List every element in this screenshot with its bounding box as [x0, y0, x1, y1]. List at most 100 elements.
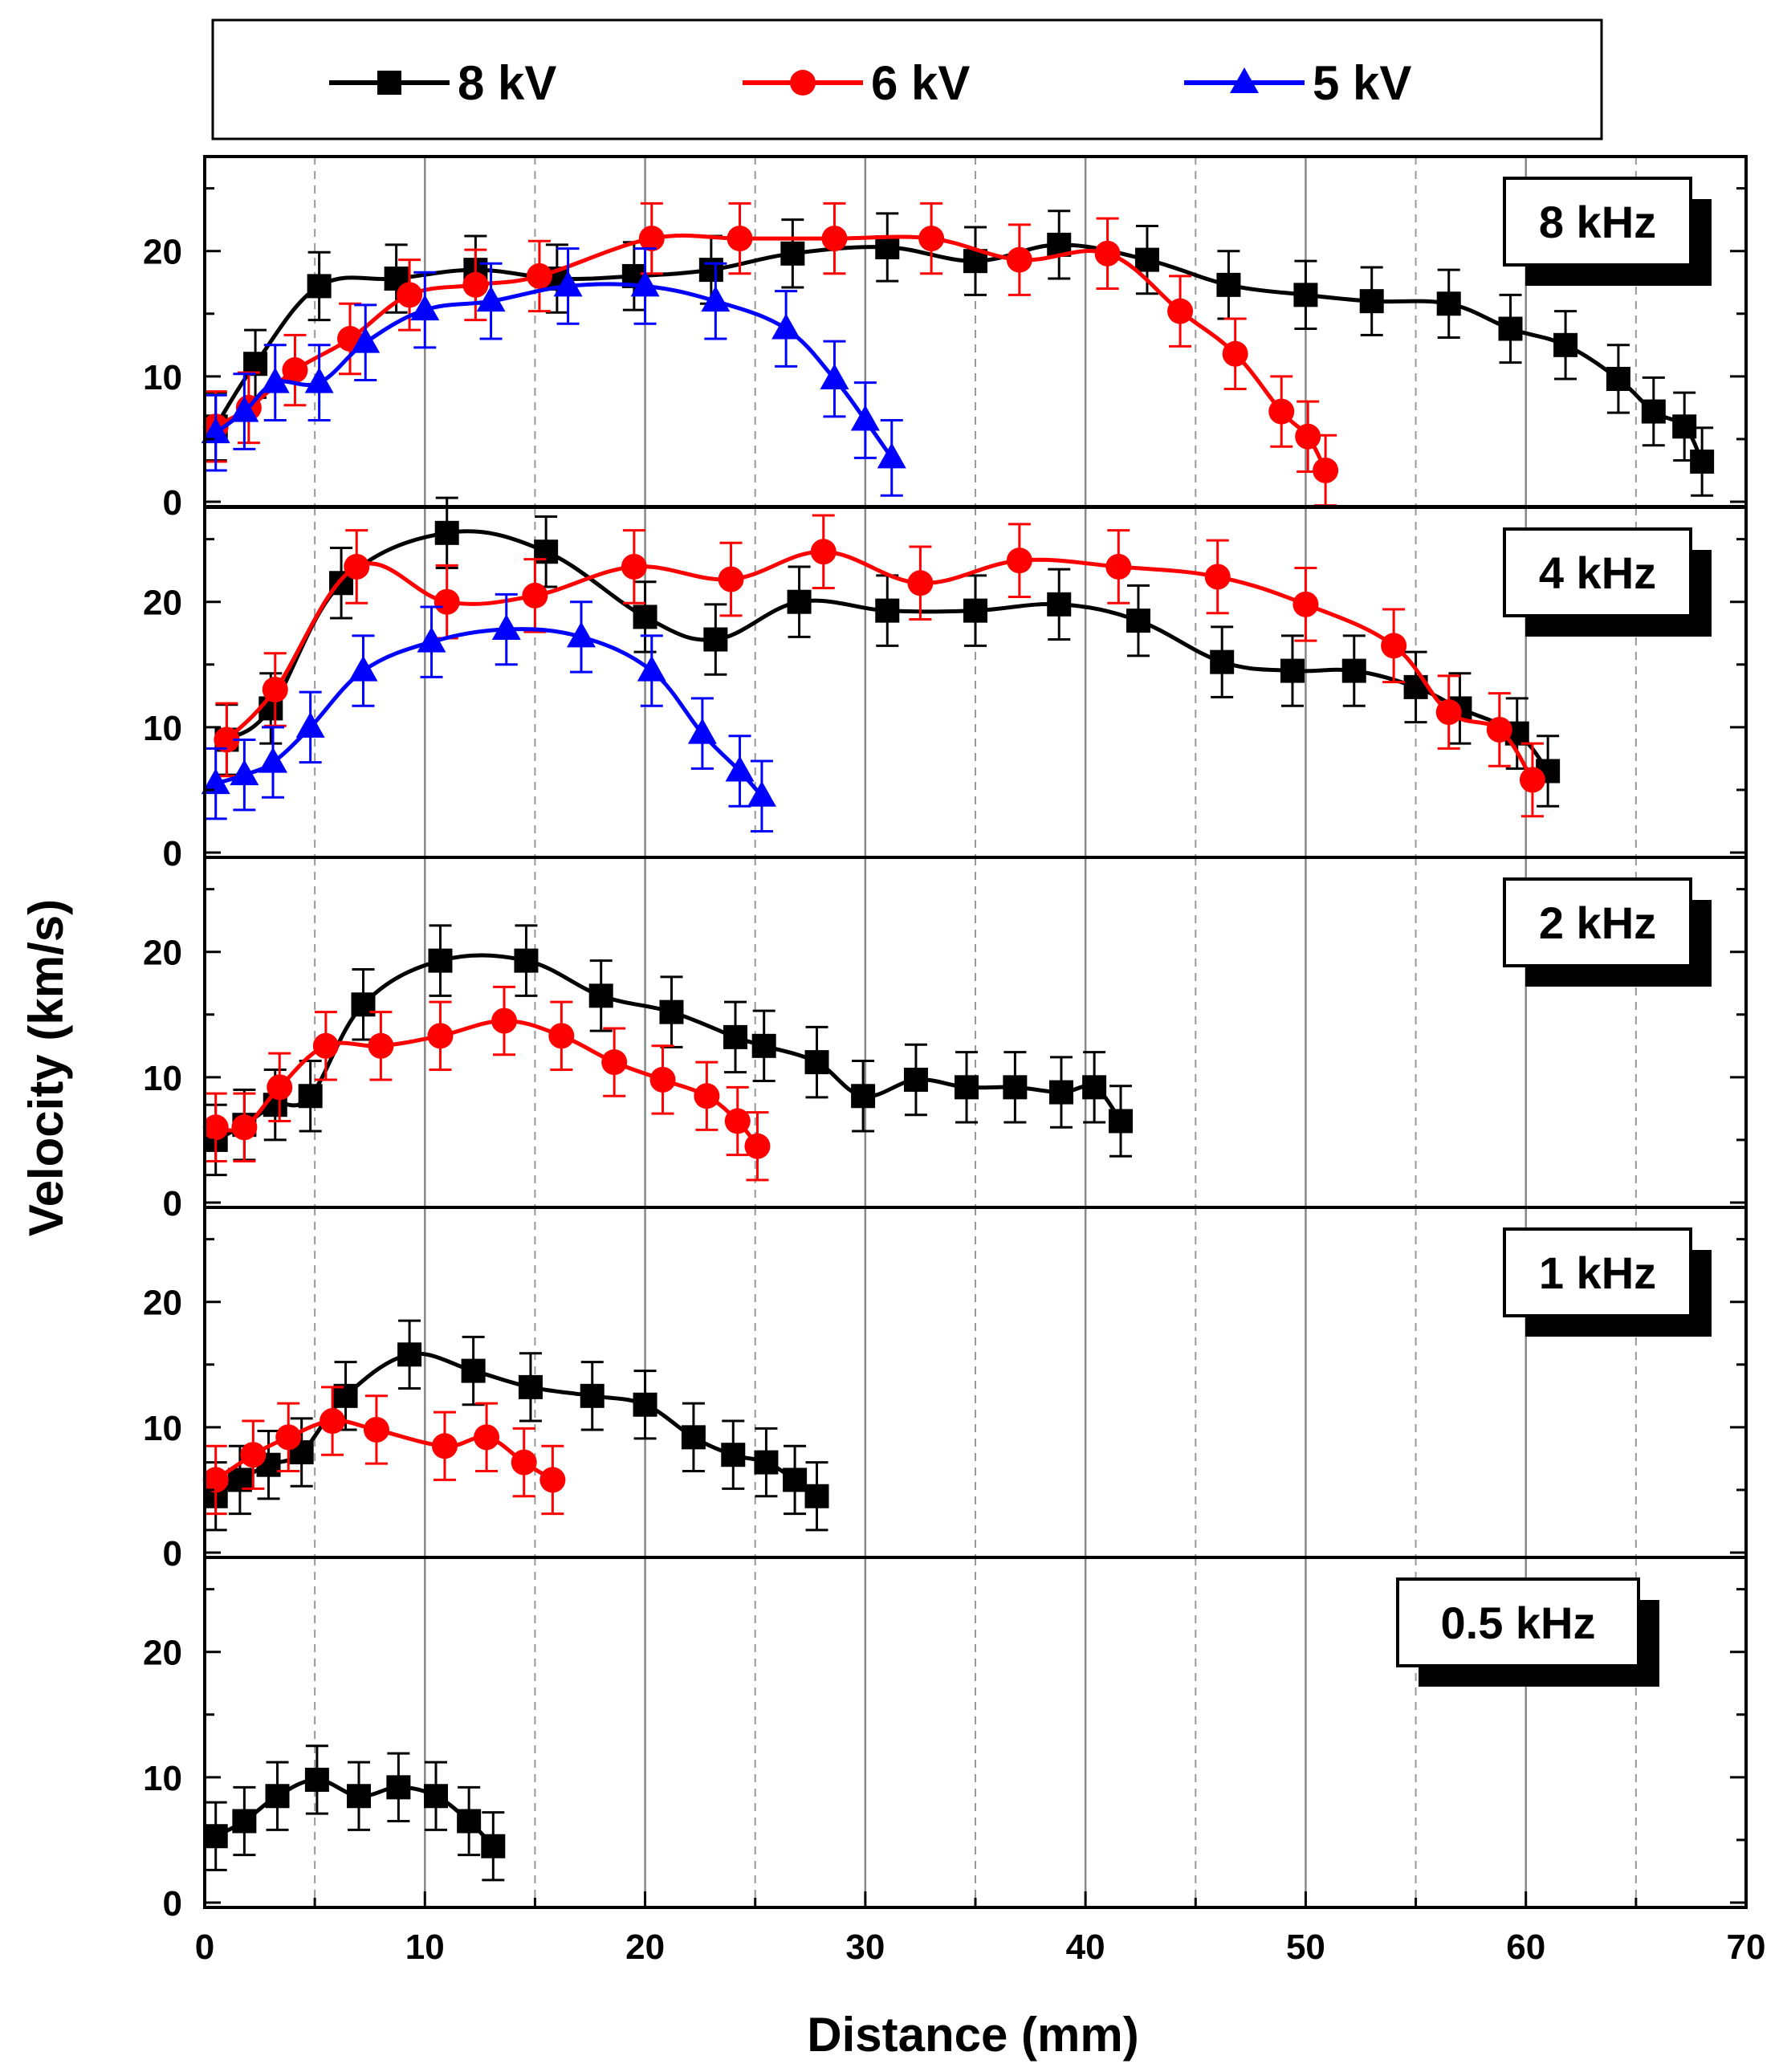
data-point [1341, 658, 1366, 683]
data-point [744, 1133, 771, 1159]
series-8kv [203, 210, 1715, 497]
series-8kv [203, 1744, 506, 1882]
frequency-label: 2 kHz [1539, 898, 1656, 948]
data-point [397, 282, 423, 308]
data-point [351, 327, 381, 353]
data-point [638, 226, 665, 252]
y-axis-label: Velocity (km/s) [19, 899, 73, 1236]
data-point [681, 1425, 706, 1450]
data-point [1381, 633, 1407, 659]
frequency-label-bg [1503, 877, 1692, 967]
data-point [780, 241, 805, 266]
data-point [633, 1392, 657, 1417]
data-point [295, 711, 325, 738]
data-point [703, 627, 728, 652]
data-point [1280, 658, 1305, 683]
y-tick-label: 0 [163, 1884, 182, 1923]
legend-label: 5 kV [1313, 56, 1411, 110]
text-layer: 8 kV 6 kV 5 kV 0 10 20 8 kHz 0 10 20 4 kHz 0 10 20 2 k… [143, 18, 1765, 1967]
data-point [397, 1342, 422, 1367]
data-point [877, 442, 906, 469]
data-point [588, 983, 613, 1008]
series-5kv [201, 592, 776, 832]
data-point [347, 1784, 371, 1809]
data-point [344, 553, 370, 580]
panel-labels-4: 0 10 20 1 kHz [143, 1227, 1712, 1573]
data-point [1292, 591, 1319, 617]
data-point [307, 274, 332, 299]
data-point [1436, 291, 1461, 316]
data-point [312, 1032, 339, 1059]
series-6kv [202, 1386, 566, 1516]
data-point [567, 621, 596, 648]
data-point [320, 1408, 346, 1435]
data-point [955, 1075, 979, 1100]
data-point [875, 235, 900, 260]
data-point [522, 582, 548, 609]
legend-label: 6 kV [871, 56, 970, 110]
data-point [526, 263, 552, 289]
y-tick-label: 10 [143, 709, 182, 748]
legend-marker [1230, 67, 1259, 93]
data-point [231, 1114, 258, 1141]
data-point [1048, 1080, 1073, 1105]
data-point [1204, 564, 1231, 590]
data-point [1216, 272, 1241, 297]
data-point [804, 1050, 829, 1075]
data-point [1268, 398, 1295, 425]
y-tick-label: 10 [143, 1409, 182, 1448]
data-point [230, 759, 259, 786]
data-point [963, 598, 987, 623]
y-tick-label: 0 [163, 834, 182, 873]
data-point [1313, 457, 1339, 483]
data-point [771, 313, 801, 340]
y-tick-label: 20 [143, 233, 182, 272]
panel-labels-5: 0 10 20 0.5 kHz [143, 1577, 1659, 1923]
data-point [724, 1108, 751, 1134]
panel-grid-4 [314, 1207, 1637, 1557]
y-tick-label: 10 [143, 1059, 182, 1098]
data-point [918, 226, 945, 252]
data-point [201, 768, 230, 795]
y-tick-label: 10 [143, 358, 182, 397]
data-point [1498, 316, 1523, 341]
data-point [718, 566, 744, 592]
frame-layer [203, 155, 1748, 1909]
data-point [1082, 1075, 1107, 1100]
data-point [265, 1784, 290, 1809]
data-point [304, 367, 334, 393]
x-tick-label: 10 [405, 1927, 445, 1967]
data-point [725, 755, 755, 782]
data-point [820, 363, 849, 389]
data-point [721, 1443, 746, 1467]
data-point [491, 1008, 518, 1034]
legend-entry-5kv: 5 kV [1184, 56, 1411, 110]
data-point [348, 655, 378, 682]
data-point [427, 1023, 454, 1049]
data-point [518, 1374, 543, 1399]
data-point [1359, 289, 1384, 314]
data-point [621, 553, 647, 580]
x-tick-label: 40 [1066, 1927, 1105, 1967]
data-point [424, 1784, 448, 1809]
data-point [698, 258, 723, 283]
y-tick-label: 20 [143, 934, 182, 973]
data-point [1641, 399, 1666, 424]
x-tick-label: 60 [1506, 1927, 1545, 1967]
data-point [783, 1467, 808, 1492]
frequency-label-box: 8 kHz [1503, 177, 1712, 286]
data-point [687, 718, 717, 744]
x-tick-label: 20 [625, 1927, 665, 1967]
data-point [1094, 240, 1121, 267]
data-point [214, 727, 240, 753]
data-point [601, 1049, 628, 1076]
legend-marker [790, 70, 816, 96]
data-point [1109, 1109, 1134, 1134]
data-point [410, 295, 440, 321]
data-point [511, 1449, 537, 1476]
data-point [649, 1066, 676, 1093]
series-6kv [202, 202, 1339, 507]
frequency-label-bg [1503, 1227, 1692, 1317]
frequency-label-box: 0.5 kHz [1396, 1577, 1659, 1687]
